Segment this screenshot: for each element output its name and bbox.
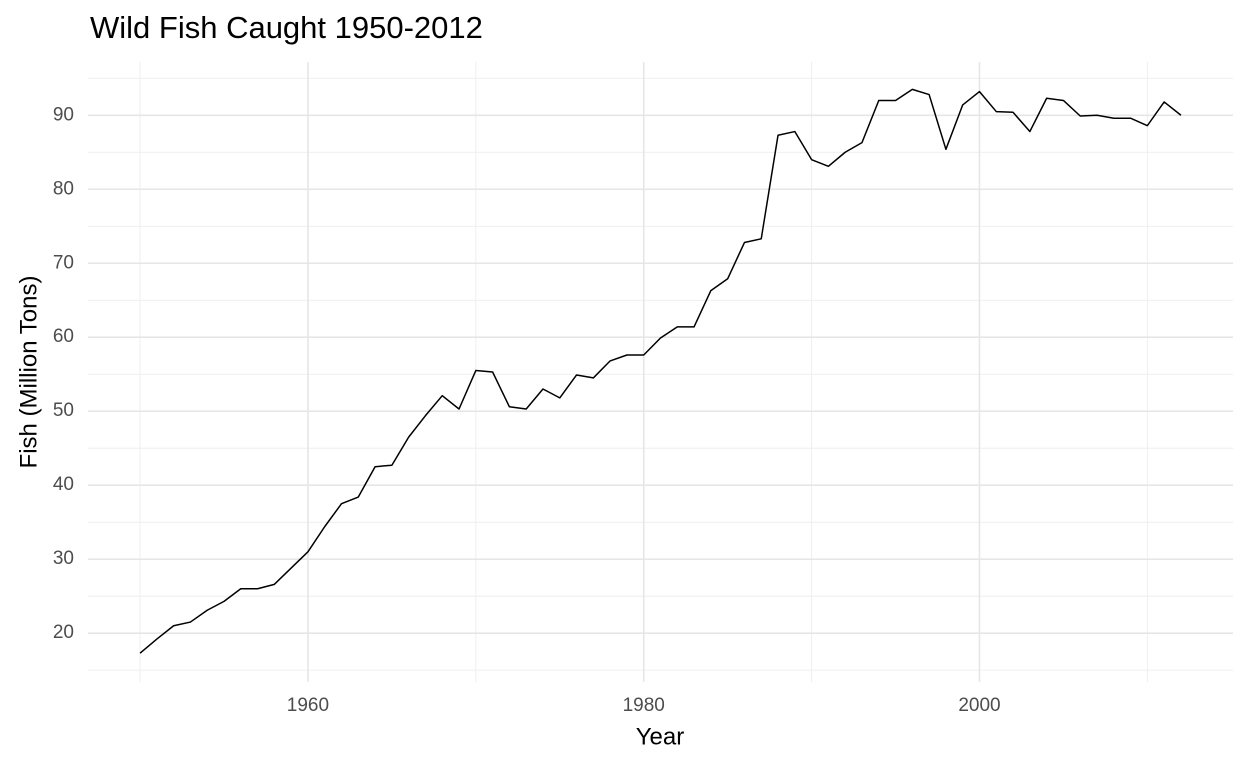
chart-title: Wild Fish Caught 1950-2012 — [90, 10, 483, 45]
y-tick-label: 40 — [53, 474, 74, 495]
y-tick-label: 20 — [53, 622, 74, 643]
y-tick-label: 70 — [53, 252, 74, 273]
x-tick-label: 1960 — [287, 695, 329, 716]
data-line — [139, 88, 1182, 654]
y-tick-label: 80 — [53, 178, 74, 199]
x-tick-label: 1980 — [623, 695, 665, 716]
y-tick-label: 50 — [53, 400, 74, 421]
y-axis-label: Fish (Million Tons) — [15, 276, 42, 469]
x-tick-label: 2000 — [958, 695, 1000, 716]
y-tick-label: 60 — [53, 326, 74, 347]
y-tick-label: 90 — [53, 104, 74, 125]
y-tick-label: 30 — [53, 548, 74, 569]
x-axis-label: Year — [636, 723, 685, 750]
